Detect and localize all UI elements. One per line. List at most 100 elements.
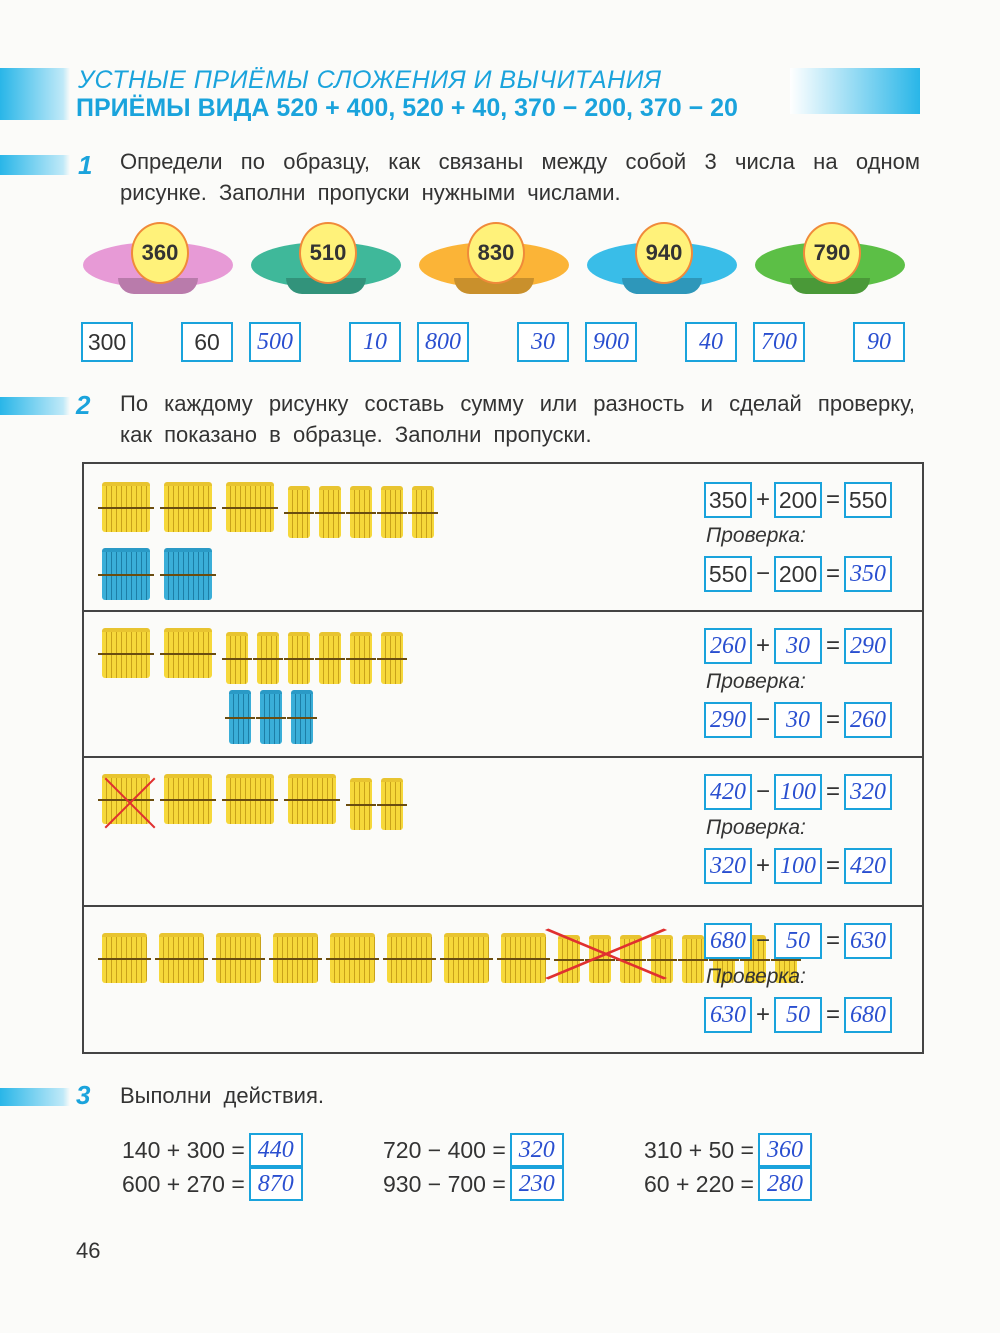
section-subtitle: ПРИЁМЫ ВИДА 520 + 400, 520 + 40, 370 − 2… <box>76 94 738 122</box>
ten-bundle <box>377 632 407 684</box>
answer-box[interactable]: 320 <box>704 848 752 884</box>
hundred-bundle <box>284 774 340 824</box>
operator: = <box>826 927 841 954</box>
answer-box[interactable]: 870 <box>248 1167 303 1201</box>
ten-bundle <box>315 486 345 538</box>
answer-box: 350 <box>704 482 752 518</box>
task1-text: Определи по образцу, как связаны между с… <box>120 149 920 205</box>
answer-box[interactable]: 360 <box>758 1133 812 1167</box>
exercise: 310 + 50 = 360 <box>644 1133 812 1167</box>
task-band <box>0 397 70 415</box>
answer-box[interactable]: 630 <box>704 997 752 1033</box>
answer-box[interactable]: 420 <box>844 848 893 884</box>
exercise-expression: 600 + 270 = <box>122 1170 245 1197</box>
plate-part-left[interactable]: 800 <box>417 322 469 362</box>
answer-box[interactable]: 420 <box>704 774 752 810</box>
check-equation: 290−30 = 260 <box>704 702 893 738</box>
exercise: 930 − 700 = 230 <box>383 1167 564 1201</box>
operator: − <box>756 927 771 954</box>
hundred-bundle <box>222 774 278 824</box>
answer-box[interactable]: 50 <box>774 923 823 959</box>
exercise-expression: 60 + 220 = <box>644 1170 754 1197</box>
plate-part-right[interactable]: 90 <box>853 322 905 362</box>
task3-number: 3 <box>76 1080 91 1110</box>
plate-part-left[interactable]: 900 <box>585 322 637 362</box>
ten-bundle <box>377 486 407 538</box>
operator: = <box>826 706 841 733</box>
answer-box[interactable]: 290 <box>704 702 752 738</box>
answer-box[interactable]: 100 <box>774 774 823 810</box>
check-equation: 550−200 = 350 <box>704 556 893 592</box>
hundred-bundle <box>160 774 216 824</box>
blue-ten-bundle <box>256 690 286 744</box>
answer-box[interactable]: 100 <box>774 848 823 884</box>
answer-box[interactable]: 280 <box>758 1167 812 1201</box>
ten-bundle <box>346 486 376 538</box>
answer-box[interactable]: 680 <box>704 923 752 959</box>
table-row: 260 +30 = 290 290−30 = 260 Проверка: <box>84 610 922 758</box>
ten-bundle <box>284 486 314 538</box>
ten-bundle <box>346 778 376 830</box>
plate-part-right: 60 <box>181 322 233 362</box>
plate-part-right[interactable]: 40 <box>685 322 737 362</box>
task2-number: 2 <box>76 390 91 420</box>
plate-part-right[interactable]: 10 <box>349 322 401 362</box>
plate: 360 <box>83 222 233 352</box>
answer-box[interactable]: 290 <box>844 628 893 664</box>
plate-part-left[interactable]: 500 <box>249 322 301 362</box>
equation: 420−100 = 320 <box>704 774 893 810</box>
ten-bundle <box>222 632 252 684</box>
operator: = <box>826 486 841 513</box>
blue-hundred-bundle <box>98 548 154 600</box>
answer-box[interactable]: 50 <box>774 997 823 1033</box>
plate-base <box>790 278 870 294</box>
plate: 510 <box>251 222 401 352</box>
hundred-bundle <box>222 482 278 532</box>
header-band-right <box>790 68 920 114</box>
plate-total: 510 <box>299 222 357 284</box>
exercise: 600 + 270 = 870 <box>122 1167 303 1201</box>
check-label: Проверка: <box>706 965 806 988</box>
answer-box[interactable]: 320 <box>844 774 893 810</box>
operator: + <box>756 1001 771 1028</box>
answer-box[interactable]: 260 <box>704 628 752 664</box>
plate-part-left[interactable]: 700 <box>753 322 805 362</box>
bundles-table: 350 +200 = 550 550−200 = 350 Проверка: 260 +30 = 29… <box>82 462 924 1054</box>
operator: − <box>756 560 771 587</box>
ten-bundle <box>346 632 376 684</box>
operator: = <box>826 632 841 659</box>
plate-total: 360 <box>131 222 189 284</box>
plate-total: 790 <box>803 222 861 284</box>
plate-base <box>118 278 198 294</box>
operator: + <box>756 632 771 659</box>
blue-ten-bundle <box>287 690 317 744</box>
plate-total: 940 <box>635 222 693 284</box>
answer-box[interactable]: 630 <box>844 923 893 959</box>
exercise: 720 − 400 = 320 <box>383 1133 564 1167</box>
answer-box[interactable]: 30 <box>774 628 823 664</box>
equation: 260 +30 = 290 <box>704 628 893 664</box>
answer-box[interactable]: 680 <box>844 997 893 1033</box>
answer-box[interactable]: 260 <box>844 702 893 738</box>
answer-box[interactable]: 440 <box>248 1133 303 1167</box>
check-equation: 630 +50 = 680 <box>704 997 893 1033</box>
check-equation: 320 +100 = 420 <box>704 848 893 884</box>
hundred-bundle <box>212 933 265 983</box>
ten-bundle <box>253 632 283 684</box>
plate-part-right[interactable]: 30 <box>517 322 569 362</box>
answer-box[interactable]: 350 <box>844 556 893 592</box>
table-row: 680−50 = 630 630 +50 = 680 Проверка: <box>84 905 922 1050</box>
task-band <box>0 1088 70 1106</box>
operator: − <box>756 706 771 733</box>
ten-bundle <box>377 778 407 830</box>
ten-bundle <box>284 632 314 684</box>
answer-box[interactable]: 230 <box>509 1167 564 1201</box>
blue-hundred-bundle <box>160 548 216 600</box>
answer-box[interactable]: 30 <box>774 702 823 738</box>
section-title: УСТНЫЕ ПРИЁМЫ СЛОЖЕНИЯ И ВЫЧИТАНИЯ <box>78 66 662 94</box>
answer-box: 550 <box>844 482 893 518</box>
plate-base <box>454 278 534 294</box>
hundred-bundle <box>383 933 436 983</box>
answer-box[interactable]: 320 <box>509 1133 564 1167</box>
